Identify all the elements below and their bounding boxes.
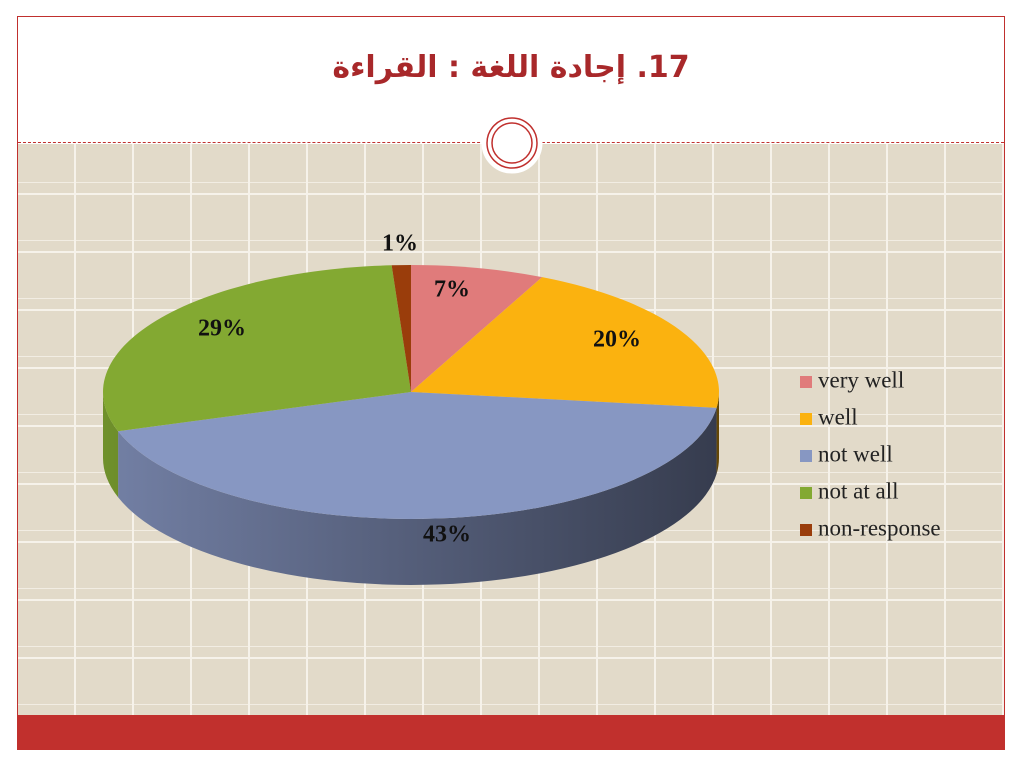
legend-swatch: [800, 450, 812, 462]
legend-label: well: [818, 404, 858, 429]
data-label: 7%: [434, 277, 470, 303]
legend-label: very well: [818, 367, 904, 392]
legend-swatch: [800, 376, 812, 388]
data-label: 1%: [382, 231, 418, 257]
legend-label: not well: [818, 441, 893, 466]
slide-title: 17. إجادة اللغة : القراءة: [332, 50, 690, 85]
footer-bar: [18, 715, 1004, 750]
data-label: 29%: [198, 316, 246, 342]
data-label: 43%: [423, 522, 471, 548]
legend-swatch: [800, 524, 812, 536]
slice-side: [103, 392, 119, 498]
legend-label: non-response: [818, 515, 941, 540]
slice: [118, 392, 717, 520]
slice: [411, 265, 543, 392]
slice: [103, 265, 412, 432]
ornament-ring: [491, 122, 533, 164]
slice-side: [118, 407, 717, 586]
legend-swatch: [800, 487, 812, 499]
slice: [411, 277, 719, 408]
slice: [391, 265, 411, 392]
legend-label: not at all: [818, 478, 898, 503]
legend-swatch: [800, 413, 812, 425]
slice-side: [716, 392, 719, 474]
data-label: 20%: [593, 327, 641, 353]
